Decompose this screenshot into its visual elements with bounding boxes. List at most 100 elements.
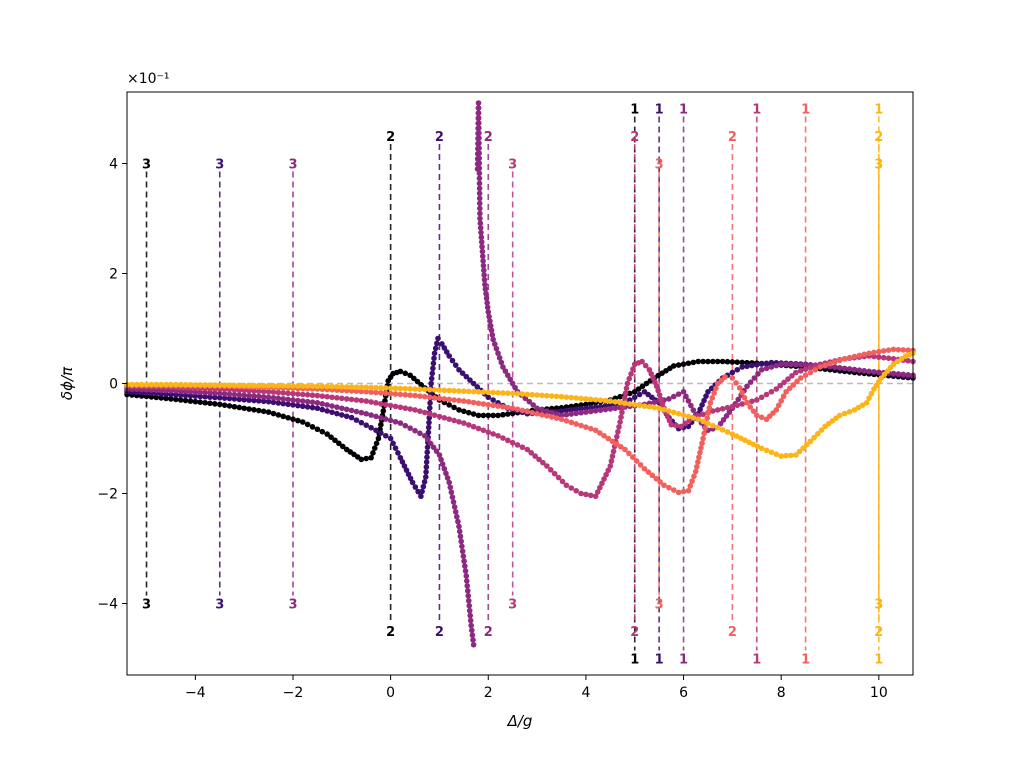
data-point: [841, 355, 848, 362]
data-point: [260, 408, 267, 415]
data-point: [768, 449, 775, 456]
resonance-marker-label-top: 3: [215, 158, 224, 173]
data-point: [700, 418, 706, 425]
y-tick-label: −4: [97, 597, 118, 613]
data-point: [573, 421, 579, 427]
data-point: [487, 322, 494, 329]
data-point: [475, 115, 482, 121]
data-point: [822, 362, 828, 369]
data-point: [382, 432, 389, 439]
data-point: [418, 381, 424, 388]
data-point: [446, 416, 453, 422]
data-point: [246, 392, 252, 399]
data-point: [484, 304, 491, 311]
data-point: [451, 387, 457, 394]
data-point: [463, 573, 470, 579]
data-point: [251, 393, 257, 399]
data-point: [470, 641, 477, 648]
data-point: [880, 354, 887, 361]
data-point: [177, 397, 184, 403]
data-point: [397, 420, 404, 426]
data-point: [692, 468, 699, 475]
data-point: [182, 397, 189, 404]
data-point: [737, 435, 744, 441]
data-point: [859, 402, 866, 408]
data-point: [734, 366, 741, 373]
data-point: [476, 135, 482, 141]
data-point: [358, 419, 365, 426]
data-point: [509, 439, 516, 446]
data-point: [744, 383, 750, 390]
data-point: [699, 440, 705, 447]
data-point: [655, 387, 661, 394]
data-point: [481, 272, 487, 278]
data-point: [452, 509, 459, 515]
data-point: [631, 401, 638, 408]
data-point: [568, 407, 575, 413]
data-point: [548, 409, 555, 416]
data-point: [464, 588, 471, 594]
data-point: [447, 484, 454, 491]
data-point: [467, 612, 474, 619]
data-point: [431, 350, 438, 357]
data-point: [241, 405, 247, 412]
resonance-marker-label-top: 3: [874, 158, 883, 173]
data-point: [480, 427, 487, 434]
resonance-marker-label-top: 2: [435, 130, 444, 145]
data-point: [750, 408, 757, 414]
data-point: [256, 398, 262, 404]
data-point: [465, 422, 472, 428]
data-point: [641, 403, 648, 409]
data-point: [514, 390, 521, 397]
resonance-marker-label-top: 2: [484, 130, 493, 145]
data-point: [618, 414, 624, 420]
data-point: [480, 412, 487, 419]
data-point: [698, 445, 704, 451]
data-point: [339, 443, 346, 450]
data-point: [587, 425, 594, 432]
data-point: [433, 448, 440, 454]
data-point: [742, 437, 748, 444]
data-point: [423, 469, 429, 475]
data-point: [758, 394, 765, 401]
data-point: [797, 362, 804, 368]
data-point: [470, 423, 477, 430]
data-point: [619, 409, 625, 416]
data-point: [544, 408, 550, 414]
data-point: [607, 406, 614, 412]
data-point: [319, 401, 326, 407]
data-point: [617, 393, 623, 400]
data-point: [439, 341, 445, 347]
data-point: [666, 484, 672, 491]
data-point: [358, 397, 365, 404]
data-point: [343, 384, 350, 390]
data-point: [871, 353, 877, 360]
data-point: [412, 392, 418, 399]
data-point: [466, 607, 473, 614]
data-point: [866, 368, 872, 375]
data-point: [431, 387, 438, 393]
data-point: [519, 407, 526, 414]
data-point: [514, 442, 521, 448]
data-point: [231, 396, 238, 402]
data-point: [555, 474, 562, 481]
data-point: [285, 396, 291, 403]
data-point: [729, 375, 736, 381]
data-point: [441, 415, 448, 421]
data-point: [475, 100, 482, 106]
data-point: [241, 392, 247, 399]
data-point: [622, 390, 629, 396]
data-point: [481, 267, 487, 274]
resonance-marker-label-bottom: 2: [728, 625, 737, 640]
data-point: [592, 396, 599, 403]
data-point: [568, 485, 575, 491]
data-point: [661, 406, 667, 413]
data-point: [734, 359, 741, 366]
data-point: [504, 372, 511, 379]
data-point: [680, 388, 687, 395]
data-point: [602, 397, 609, 404]
data-point: [275, 400, 282, 406]
data-point: [793, 369, 799, 376]
data-point: [768, 364, 775, 370]
data-point: [563, 407, 570, 414]
